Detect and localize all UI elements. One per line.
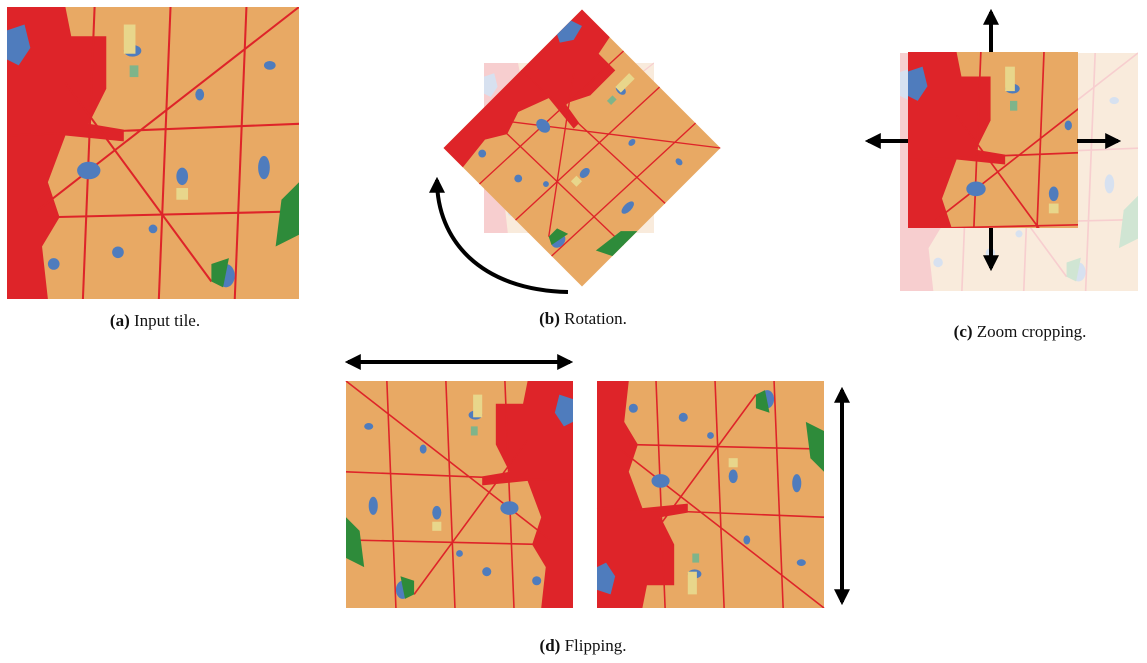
- caption-part: (c): [954, 322, 973, 341]
- h-flipped-tile: [346, 381, 573, 608]
- caption-part: (b): [539, 309, 560, 328]
- caption-part: (d): [540, 636, 561, 655]
- figure: (a) Input tile. (b) Rotation. (c) Zoom c…: [0, 0, 1147, 663]
- caption-part: Zoom cropping.: [977, 322, 1087, 341]
- caption-part: Rotation.: [564, 309, 627, 328]
- caption-a: (a) Input tile.: [110, 311, 200, 330]
- caption-part: Flipping.: [565, 636, 627, 655]
- caption-d: (d) Flipping.: [540, 636, 627, 655]
- caption-b: (b) Rotation.: [539, 309, 627, 328]
- input-tile: [7, 7, 299, 299]
- caption-c: (c) Zoom cropping.: [954, 322, 1087, 341]
- v-flipped-tile: [597, 381, 824, 608]
- rotated-tile: [443, 9, 720, 286]
- caption-part: Input tile.: [134, 311, 200, 330]
- caption-part: (a): [110, 311, 130, 330]
